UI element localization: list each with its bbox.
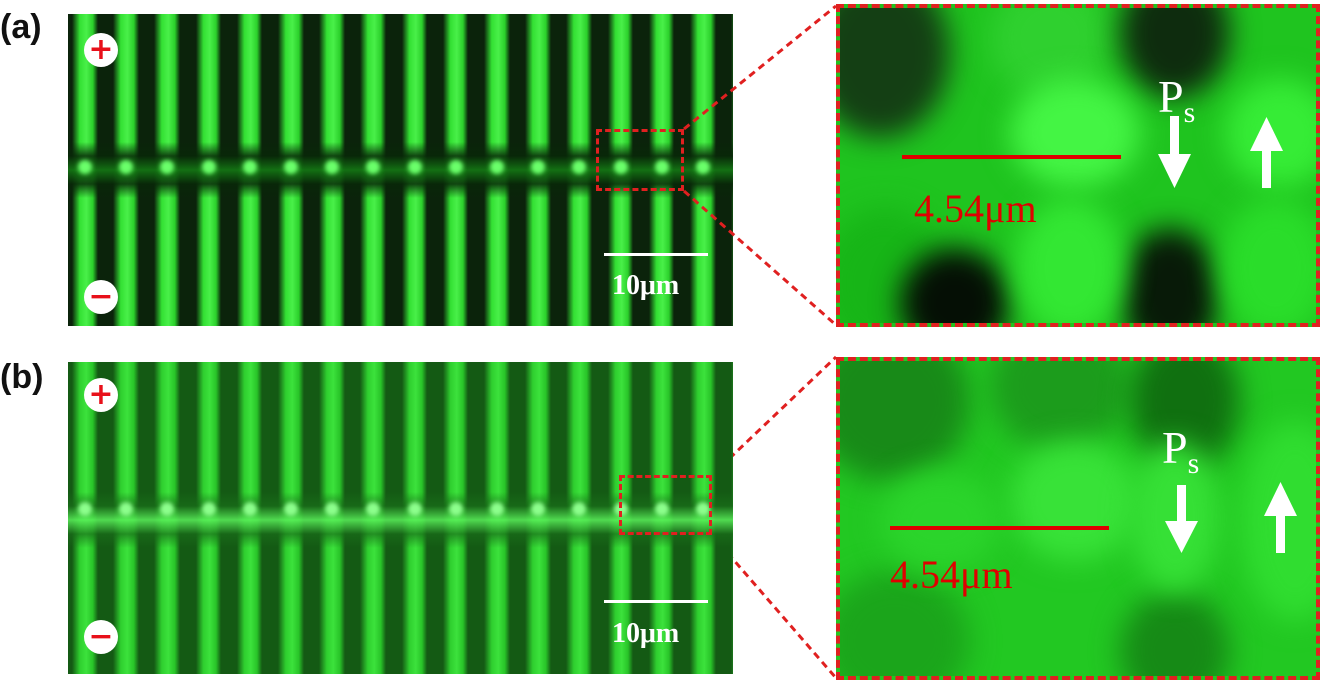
wall-dot bbox=[407, 502, 422, 516]
polarization-arrows-a bbox=[1158, 116, 1283, 188]
wall-dot bbox=[201, 502, 216, 516]
arrow-up-icon bbox=[1264, 482, 1297, 553]
wall-dot bbox=[613, 160, 628, 174]
zoom-inset-b: 4.54μm Ps bbox=[836, 357, 1320, 680]
wall-dot bbox=[531, 160, 546, 174]
wall-dot bbox=[407, 160, 422, 174]
wall-dot bbox=[448, 502, 463, 516]
measure-line-a bbox=[902, 155, 1121, 159]
wall-dot bbox=[490, 160, 504, 174]
minus-icon-b: − bbox=[84, 620, 118, 654]
scale-label-a: 10μm bbox=[612, 270, 680, 301]
scale-bar-b bbox=[604, 600, 708, 603]
wall-dot bbox=[242, 502, 257, 516]
measure-label-a: 4.54μm bbox=[914, 186, 1037, 231]
wall-dot bbox=[201, 160, 216, 174]
wall-dot bbox=[119, 502, 134, 516]
panel-label-b: (b) bbox=[0, 358, 44, 396]
plus-icon-a: + bbox=[84, 33, 118, 67]
panel-label-a: (a) bbox=[0, 8, 42, 46]
wall-dot bbox=[696, 502, 710, 516]
wall-dot bbox=[119, 160, 134, 174]
measure-label-b: 4.54μm bbox=[890, 552, 1013, 597]
plus-icon-b: + bbox=[84, 378, 118, 412]
domain-wall-band bbox=[68, 492, 733, 548]
zoom-inset-a: 4.54μm Ps bbox=[836, 4, 1320, 327]
wall-dot bbox=[654, 502, 669, 516]
scale-bar-a bbox=[604, 253, 708, 256]
wall-dot bbox=[490, 502, 504, 516]
wall-dot bbox=[572, 502, 587, 516]
wall-dot bbox=[366, 160, 381, 174]
microscope-image-b bbox=[68, 362, 733, 674]
scale-label-b: 10μm bbox=[612, 618, 680, 649]
wall-dot bbox=[160, 502, 175, 516]
minus-icon-a: − bbox=[84, 280, 118, 314]
wall-dot bbox=[284, 160, 298, 174]
wall-dot bbox=[242, 160, 257, 174]
wall-dot bbox=[325, 502, 340, 516]
polarization-label-b: Ps bbox=[1162, 422, 1200, 481]
wall-dot bbox=[325, 160, 340, 174]
wall-dot bbox=[78, 502, 92, 516]
arrow-up-icon bbox=[1250, 117, 1283, 188]
wall-dot bbox=[366, 502, 381, 516]
wall-dot bbox=[696, 160, 710, 174]
polarization-label-a: Ps bbox=[1158, 71, 1196, 130]
wall-dot bbox=[448, 160, 463, 174]
wall-dot bbox=[654, 160, 669, 174]
wall-dot bbox=[531, 502, 546, 516]
arrow-down-icon bbox=[1158, 116, 1191, 188]
measure-line-b bbox=[890, 526, 1109, 530]
wall-dot bbox=[160, 160, 175, 174]
wall-dot bbox=[78, 160, 92, 174]
zoom-region-a bbox=[596, 129, 684, 191]
wall-dot bbox=[284, 502, 298, 516]
arrow-down-icon bbox=[1165, 485, 1198, 553]
polarization-arrows-b bbox=[1165, 482, 1297, 553]
zoom-region-b bbox=[619, 475, 712, 535]
wall-dot bbox=[572, 160, 587, 174]
